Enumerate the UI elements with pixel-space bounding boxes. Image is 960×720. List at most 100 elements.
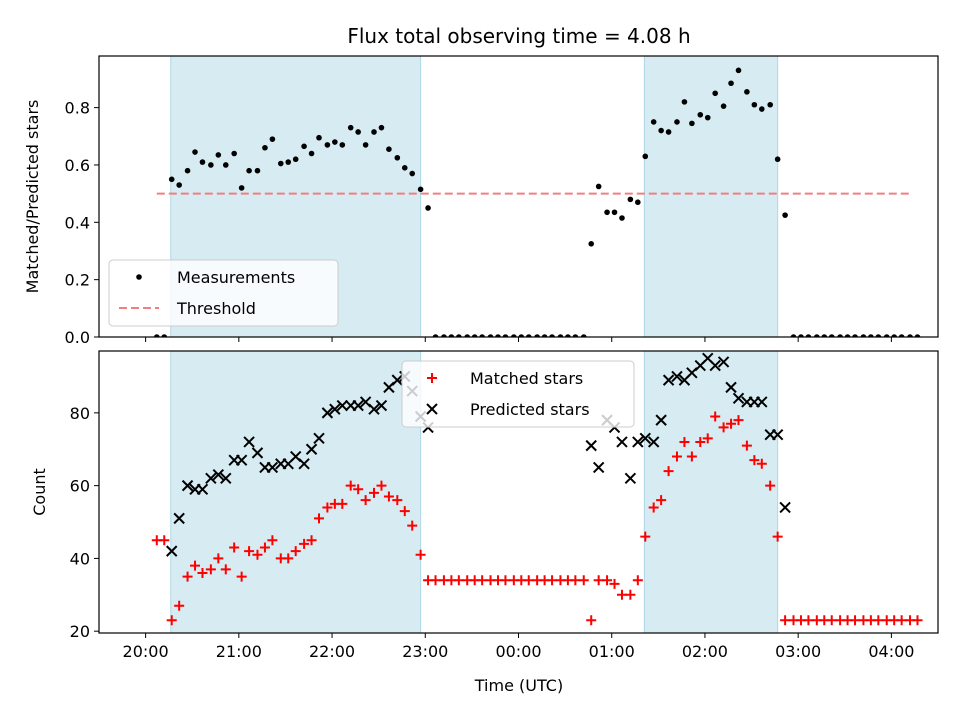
data-point [709,359,721,372]
data-point [316,134,322,141]
data-point [208,162,214,168]
data-point [627,196,634,203]
data-point [570,575,581,586]
data-point [415,549,426,560]
x-tick-label: 23:00 [402,642,448,661]
x-tick-label: 01:00 [589,642,635,661]
data-point [821,334,828,337]
data-point [751,101,758,108]
data-point [205,564,216,575]
data-point [378,124,385,131]
y-tick-label: 0.8 [65,99,90,118]
data-point [702,433,713,444]
data-point [173,512,185,525]
data-point [565,334,571,337]
data-point [502,334,509,337]
data-point [229,542,240,553]
data-point [655,414,667,426]
data-point [196,483,209,495]
data-point [779,501,791,514]
x-tick-label: 00:00 [495,642,541,661]
data-point [383,491,394,502]
data-point [417,186,424,193]
top-y-axis-label: Matched/Predicted stars [23,100,42,294]
legend-entry-label: Predicted stars [470,400,590,419]
data-point [220,564,231,575]
data-point [875,334,882,337]
data-point [671,370,683,383]
data-point [609,578,620,589]
data-point [199,159,206,165]
y-tick-label: 20 [70,622,90,641]
data-point [525,334,532,337]
data-point [578,575,589,586]
data-point [619,215,625,221]
data-point [642,153,649,160]
data-point [662,374,675,386]
data-point [266,461,279,474]
data-point [611,209,618,216]
data-point [269,136,276,142]
data-point [464,334,471,337]
data-point [671,451,682,462]
y-tick-label: 0.4 [65,213,90,232]
data-point [735,67,742,74]
bottom-y-axis-label: Count [30,468,49,516]
data-point [301,143,307,150]
data-point [616,436,628,448]
legend-entry-label: Threshold [176,299,256,318]
bottom-series-matched-stars [151,411,923,626]
data-point [868,334,874,337]
data-point [681,99,688,105]
data-point [161,334,168,337]
data-point [805,334,812,337]
legend-marker [426,403,438,415]
x-tick-label: 04:00 [868,642,914,661]
data-point [394,154,401,161]
data-point [267,535,278,546]
data-point [602,575,613,586]
data-point [371,129,377,135]
data-point [695,436,706,447]
data-point [432,334,439,337]
data-point [595,183,602,190]
data-point [588,241,595,247]
data-point [523,575,534,586]
data-point [639,432,651,445]
data-point [290,546,301,557]
data-point [782,212,788,218]
data-point [572,334,579,337]
data-point [717,356,730,368]
data-point [215,152,222,158]
data-point [780,615,791,626]
legend-box [401,360,635,428]
data-point [756,396,768,408]
data-point [487,334,494,337]
data-point [914,334,921,337]
data-point [306,535,317,546]
data-point [362,142,369,148]
data-point [898,334,905,337]
data-point [322,502,333,513]
data-point [243,436,255,448]
bottom-legend: Matched stars Predicted stars [401,360,635,428]
data-point [632,436,644,448]
data-point [355,129,361,135]
data-point [733,415,744,426]
data-point [236,571,247,582]
data-point [477,575,488,586]
x-tick-label: 21:00 [216,642,262,661]
data-point [912,615,923,626]
data-point [648,502,659,513]
data-point [725,381,737,394]
data-point [679,436,690,447]
data-point [299,538,310,549]
data-point [298,458,310,470]
data-point [844,334,851,337]
data-point [756,458,767,469]
y-tick-label: 60 [70,477,90,496]
data-point [314,513,325,524]
data-point [663,466,674,477]
data-point [826,615,837,626]
data-point [283,553,294,564]
